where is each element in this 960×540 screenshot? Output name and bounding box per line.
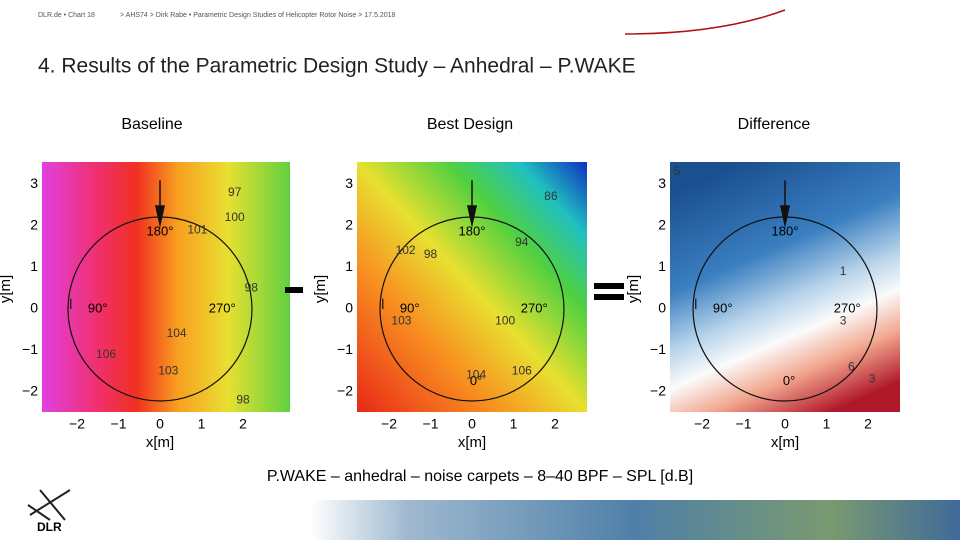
contour-label: 103 — [391, 314, 411, 328]
y-tick-label: −1 — [650, 341, 666, 357]
azimuth-arrow — [780, 205, 790, 229]
x-axis-label: x[m] — [458, 434, 486, 451]
x-tick-label: −1 — [736, 416, 752, 432]
y-tick-label: −1 — [22, 341, 38, 357]
y-tick-label: 1 — [345, 258, 353, 274]
y-tick-label: −2 — [650, 383, 666, 399]
x-tick-label: 0 — [468, 416, 476, 432]
x-tick-label: 2 — [864, 416, 872, 432]
azimuth-label: 180° — [459, 224, 486, 239]
azimuth-label: 0° — [470, 373, 482, 388]
x-tick-label: −1 — [111, 416, 127, 432]
x-tick-label: −2 — [694, 416, 710, 432]
azimuth-label: 270° — [209, 300, 236, 315]
panel-label: Baseline — [121, 116, 182, 133]
contour-label: 106 — [96, 347, 116, 361]
contour-label: 98 — [236, 392, 250, 406]
earth-banner — [310, 500, 960, 540]
azimuth-label: 270° — [521, 300, 548, 315]
y-tick-label: 0 — [658, 300, 666, 316]
y-tick-label: 1 — [30, 258, 38, 274]
panel-label: Best Design — [427, 116, 513, 133]
azimuth-label: 90° — [713, 300, 733, 315]
y-tick-label: 0 — [345, 300, 353, 316]
contour-label: 106 — [512, 363, 532, 377]
contour-label: 100 — [225, 210, 245, 224]
x-axis-label: x[m] — [771, 434, 799, 451]
y-tick-label: −2 — [22, 383, 38, 399]
y-tick-label: 3 — [30, 175, 38, 191]
azimuth-arrow — [467, 205, 477, 229]
equals-sign — [594, 283, 624, 289]
contour-label: 102 — [396, 243, 416, 257]
x-tick-label: 2 — [551, 416, 559, 432]
y-axis-label: y[m] — [0, 275, 14, 303]
y-tick-label: 3 — [658, 175, 666, 191]
contour-label: 98 — [245, 280, 259, 294]
azimuth-label: 180° — [147, 224, 174, 239]
azimuth-label: 90° — [88, 300, 108, 315]
contour-label: 1 — [840, 264, 847, 278]
contour-label: 98 — [424, 247, 438, 261]
y-tick-label: 2 — [30, 217, 38, 233]
x-tick-label: 1 — [510, 416, 518, 432]
slide-title: 4. Results of the Parametric Design Stud… — [38, 55, 636, 78]
x-tick-label: 2 — [239, 416, 247, 432]
contour-label: 6 — [848, 359, 855, 373]
azimuth-label: 90° — [400, 300, 420, 315]
contour-label: 3 — [869, 372, 876, 386]
azimuth-arrow — [155, 205, 165, 229]
header-left: DLR.de • Chart 18 — [38, 12, 95, 19]
x-axis-label: x[m] — [146, 434, 174, 451]
azimuth-label: 270° — [834, 300, 861, 315]
y-axis-label: y[m] — [625, 275, 642, 303]
contour-label: 104 — [167, 326, 187, 340]
x-tick-label: 1 — [198, 416, 206, 432]
contour-label: 104 — [466, 368, 486, 382]
y-axis-label: y[m] — [312, 275, 329, 303]
x-tick-label: −1 — [423, 416, 439, 432]
azimuth-label: 0° — [783, 373, 795, 388]
noise-carpet — [42, 162, 290, 412]
y-tick-label: 2 — [658, 217, 666, 233]
y-tick-label: 0 — [30, 300, 38, 316]
contour-label: 103 — [158, 363, 178, 377]
contour-label: 97 — [228, 185, 242, 199]
y-tick-label: 2 — [345, 217, 353, 233]
contour-label: 94 — [515, 235, 529, 249]
header-right: > AHS74 > Dirk Rabe • Parametric Design … — [120, 12, 396, 19]
x-tick-label: 0 — [156, 416, 164, 432]
y-tick-label: 1 — [658, 258, 666, 274]
y-tick-label: −1 — [337, 341, 353, 357]
caption: P.WAKE – anhedral – noise carpets – 8–40… — [267, 468, 693, 485]
azimuth-label: 180° — [772, 224, 799, 239]
x-tick-label: 1 — [823, 416, 831, 432]
y-tick-label: 3 — [345, 175, 353, 191]
contour-label: 100 — [495, 314, 515, 328]
equals-sign — [594, 294, 624, 300]
contour-label: 3 — [840, 314, 847, 328]
minus-sign — [285, 287, 303, 293]
contour-label: 101 — [187, 222, 207, 236]
x-tick-label: −2 — [69, 416, 85, 432]
dlr-logo: DLR — [27, 489, 71, 534]
x-tick-label: 0 — [781, 416, 789, 432]
logo-text: DLR — [37, 520, 62, 534]
x-tick-label: −2 — [381, 416, 397, 432]
panel-label: Difference — [738, 116, 811, 133]
header-swoosh — [624, 9, 786, 35]
contour-label: 5 — [674, 164, 681, 178]
contour-label: 86 — [544, 189, 558, 203]
y-tick-label: −2 — [337, 383, 353, 399]
